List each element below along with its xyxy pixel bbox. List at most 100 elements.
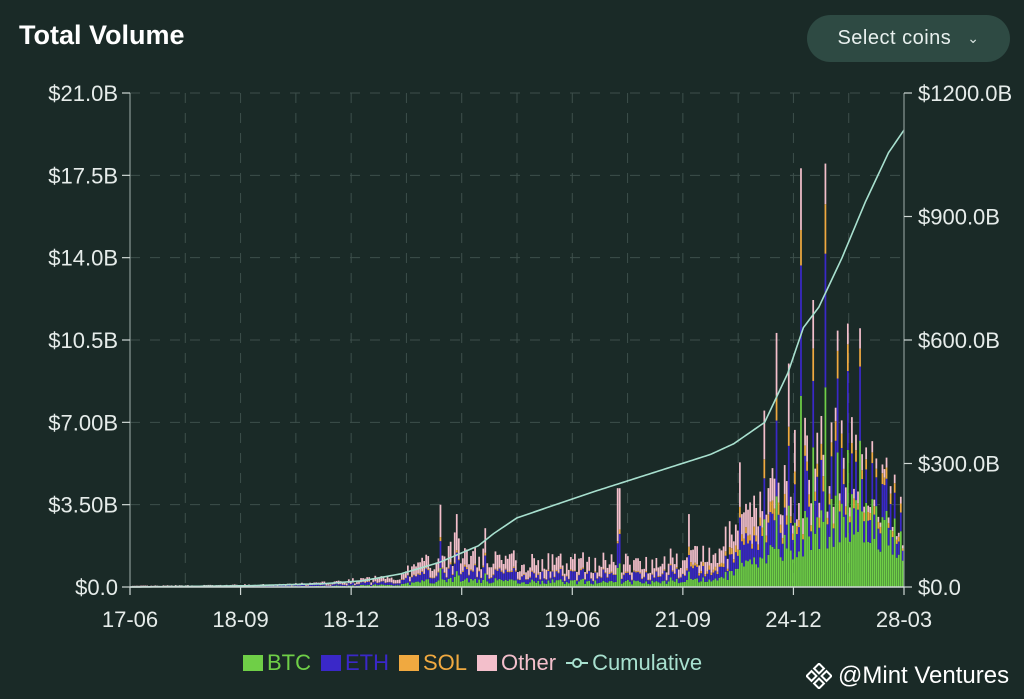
bar-segment-btc bbox=[482, 580, 485, 587]
bar-segment-btc bbox=[863, 542, 865, 587]
bar-segment-btc bbox=[891, 554, 894, 587]
bar-segment-sol bbox=[789, 516, 792, 524]
select-coins-button[interactable]: Select coins ⌄ bbox=[807, 15, 1010, 62]
bar-segment-sol bbox=[531, 570, 533, 572]
bar-segment-btc bbox=[596, 583, 599, 587]
bar-segment-other bbox=[547, 553, 550, 570]
bar-segment-btc bbox=[508, 579, 511, 587]
bar-segment-eth bbox=[478, 571, 481, 580]
bar-segment-btc bbox=[335, 585, 338, 587]
bar-segment-btc bbox=[649, 584, 652, 587]
bar-segment-other bbox=[704, 562, 707, 575]
bar-segment-btc bbox=[724, 571, 727, 587]
bar-segment-eth bbox=[437, 572, 440, 581]
bar-segment-eth bbox=[382, 581, 385, 585]
bar-segment-eth bbox=[865, 469, 868, 503]
bar-segment-eth bbox=[814, 500, 817, 534]
bar-segment-eth bbox=[836, 378, 839, 453]
bar-segment-sol bbox=[865, 459, 868, 470]
bar-segment-btc bbox=[380, 584, 383, 587]
bar-segment-eth bbox=[588, 571, 591, 581]
bar-segment-sol bbox=[806, 461, 808, 471]
bar-segment-sol bbox=[425, 567, 428, 569]
bar-segment-btc bbox=[378, 585, 381, 587]
bar-segment-sol bbox=[690, 562, 692, 567]
bar-segment-btc bbox=[667, 581, 670, 587]
bar-segment-eth bbox=[311, 584, 314, 587]
bar-segment-other bbox=[345, 583, 348, 586]
bar-segment-sol bbox=[739, 506, 741, 518]
bar-segment-eth bbox=[327, 585, 330, 587]
bar-segment-sol bbox=[411, 576, 413, 578]
bar-segment-btc bbox=[614, 582, 617, 587]
bar-segment-btc bbox=[736, 568, 739, 587]
bar-segment-sol bbox=[794, 471, 796, 485]
bar-segment-eth bbox=[396, 583, 399, 586]
bar-segment-eth bbox=[590, 578, 593, 584]
bar-segment-other bbox=[877, 516, 880, 522]
bar-segment-sol bbox=[629, 574, 631, 576]
bar-segment-sol bbox=[867, 511, 870, 521]
bar-segment-other bbox=[610, 554, 613, 572]
bar-segment-sol bbox=[523, 574, 525, 576]
bar-segment-eth bbox=[364, 582, 366, 586]
bar-segment-eth bbox=[861, 479, 863, 512]
bar-segment-eth bbox=[637, 572, 639, 581]
bar-segment-eth bbox=[470, 570, 472, 579]
legend-label-eth: ETH bbox=[345, 650, 389, 675]
bar-segment-btc bbox=[861, 511, 863, 587]
legend-item-btc[interactable]: BTC bbox=[243, 650, 311, 676]
bar-segment-eth bbox=[867, 520, 870, 542]
bar-segment-sol bbox=[641, 578, 643, 580]
bar-segment-sol bbox=[561, 575, 564, 577]
bar-segment-eth bbox=[877, 528, 880, 550]
bar-segment-other bbox=[708, 547, 711, 566]
bar-segment-btc bbox=[824, 387, 827, 587]
bar-segment-btc bbox=[592, 584, 595, 587]
bar-segment-eth bbox=[494, 569, 497, 579]
bar-segment-other bbox=[543, 568, 546, 579]
bar-segment-sol bbox=[586, 572, 588, 574]
bar-segment-btc bbox=[633, 580, 635, 587]
bar-segment-other bbox=[716, 562, 719, 572]
legend-item-sol[interactable]: SOL bbox=[399, 650, 467, 676]
bar-segment-btc bbox=[415, 581, 417, 587]
x-tick-label: 18-12 bbox=[323, 607, 379, 632]
bar-segment-eth bbox=[822, 491, 825, 522]
bar-segment-eth bbox=[455, 552, 458, 572]
bar-segment-other bbox=[404, 571, 407, 578]
bar-segment-sol bbox=[659, 575, 662, 577]
y-left-tick-label: $3.50B bbox=[48, 493, 118, 518]
bar-segment-eth bbox=[423, 574, 426, 582]
bar-segment-other bbox=[635, 558, 637, 572]
bar-segment-eth bbox=[871, 463, 874, 500]
bar-segment-eth bbox=[641, 579, 643, 584]
bar-segment-other bbox=[614, 565, 617, 575]
bar-segment-other bbox=[663, 556, 666, 570]
bar-segment-sol bbox=[580, 568, 582, 571]
bar-segment-sol bbox=[692, 564, 694, 569]
bar-segment-sol bbox=[842, 468, 845, 485]
bar-segment-other bbox=[588, 556, 591, 571]
legend-item-other[interactable]: Other bbox=[477, 650, 556, 676]
bar-segment-sol bbox=[529, 576, 531, 578]
bar-segment-btc bbox=[763, 519, 766, 587]
bar-segment-other bbox=[655, 558, 658, 571]
bar-segment-other bbox=[178, 585, 181, 586]
bar-segment-other bbox=[667, 563, 670, 575]
bar-segment-other bbox=[895, 536, 898, 540]
legend-item-cumulative[interactable]: Cumulative bbox=[566, 650, 702, 676]
bar-segment-sol bbox=[421, 570, 423, 572]
bar-segment-eth bbox=[633, 571, 635, 581]
bar-segment-other bbox=[140, 585, 142, 587]
bar-segment-btc bbox=[521, 582, 523, 587]
bar-segment-btc bbox=[741, 562, 743, 587]
legend-item-eth[interactable]: ETH bbox=[321, 650, 389, 676]
bar-segment-other bbox=[134, 585, 136, 587]
bar-segment-eth bbox=[347, 583, 350, 586]
bar-segment-sol bbox=[400, 579, 403, 580]
bar-segment-other bbox=[761, 511, 764, 528]
bar-segment-sol bbox=[404, 577, 407, 579]
bar-segment-eth bbox=[490, 577, 493, 584]
bar-segment-btc bbox=[590, 583, 593, 587]
